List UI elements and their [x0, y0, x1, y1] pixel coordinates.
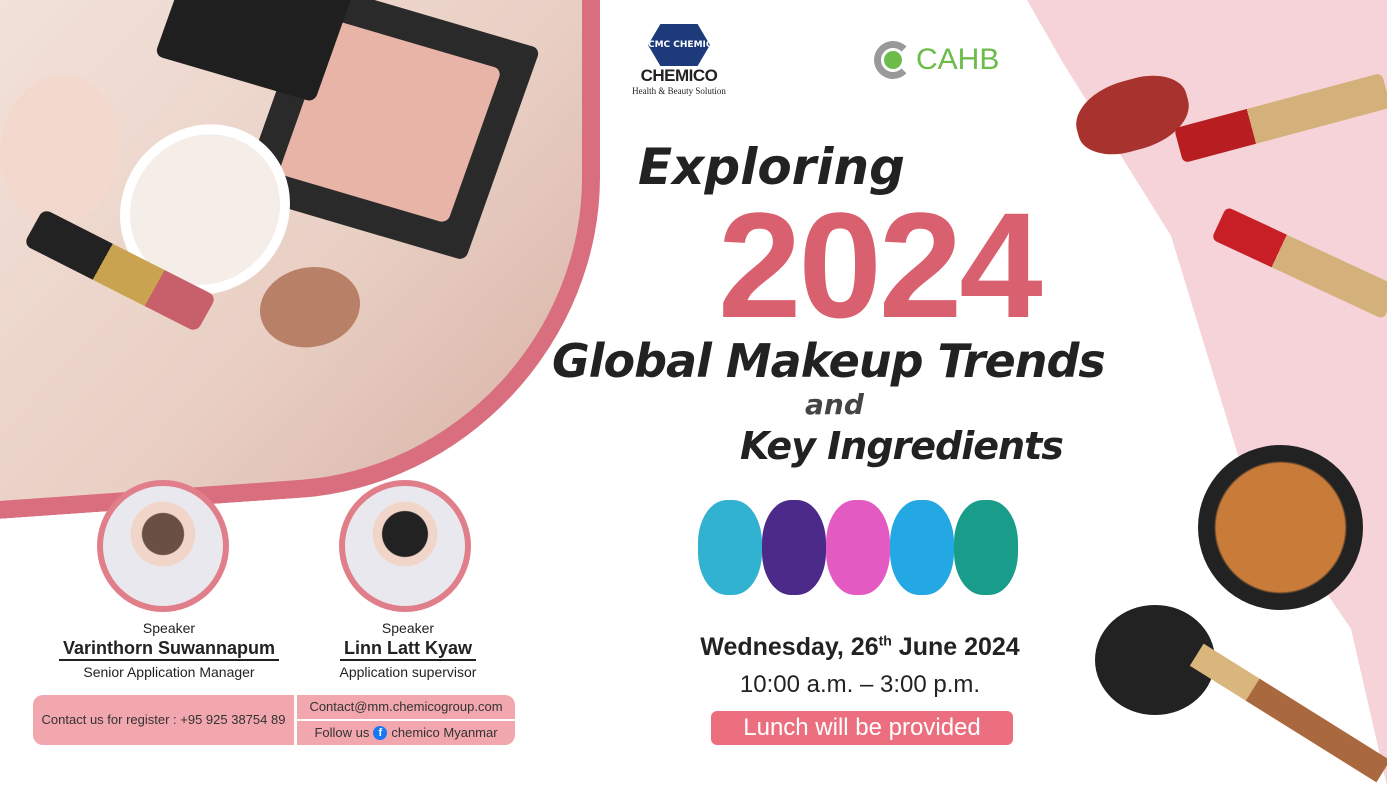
register-contact: Contact us for register : +95 925 38754 … [33, 695, 294, 745]
event-month-year: June 2024 [891, 633, 1020, 661]
speaker-2-title: Application supervisor [339, 664, 477, 680]
cahb-circle-icon [874, 41, 912, 79]
cahb-wordmark: CAHB [916, 43, 1000, 76]
title-year: 2024 [718, 181, 1043, 349]
brush-handle [1189, 643, 1387, 783]
chemico-mark: CMC CHEMICO [648, 24, 710, 66]
chemico-wordmark: CHEMICO [640, 66, 718, 85]
event-date: Wednesday, 26th June 2024 [660, 632, 1060, 662]
event-day-suffix: th [878, 632, 892, 649]
title-key-ingredients: Key Ingredients [740, 424, 1064, 468]
contact-email[interactable]: Contact@mm.chemicogroup.com [297, 695, 515, 719]
speaker-1-info: Speaker Varinthorn Suwannapum Senior App… [40, 620, 298, 681]
title-global-makeup-trends: Global Makeup Trends [552, 334, 1106, 388]
facebook-icon: f [373, 726, 388, 740]
cahb-logo: CAHB [874, 41, 999, 79]
speaker-2-info: Speaker Linn Latt Kyaw Application super… [304, 620, 512, 681]
follow-us[interactable]: Follow us f chemico Myanmar [297, 721, 515, 745]
speaker-2-name: Linn Latt Kyaw [339, 637, 476, 661]
makeup-products-photo [0, 0, 600, 524]
crushed-eyeshadow-image [698, 500, 1018, 595]
follow-us-label: Follow us [314, 725, 370, 740]
lunch-badge: Lunch will be provided [711, 711, 1013, 745]
facebook-page-name: chemico Myanmar [391, 725, 498, 740]
speaker-2-role: Speaker [381, 620, 435, 636]
title-and: and [805, 388, 864, 421]
speaker-1-photo [97, 480, 229, 612]
chemico-tagline: Health & Beauty Solution [632, 86, 726, 96]
eyeshadow-compact [1198, 445, 1363, 610]
speaker-1-title: Senior Application Manager [83, 664, 255, 680]
event-time: 10:00 a.m. – 3:00 p.m. [739, 671, 981, 698]
title-exploring: Exploring [638, 138, 905, 196]
speaker-1-name: Varinthorn Suwannapum [58, 637, 280, 661]
event-day: Wednesday, 26 [700, 633, 879, 661]
speaker-1-role: Speaker [142, 620, 196, 636]
chemico-logo: CMC CHEMICO CHEMICO Health & Beauty Solu… [628, 24, 730, 97]
speaker-2-photo [339, 480, 471, 612]
